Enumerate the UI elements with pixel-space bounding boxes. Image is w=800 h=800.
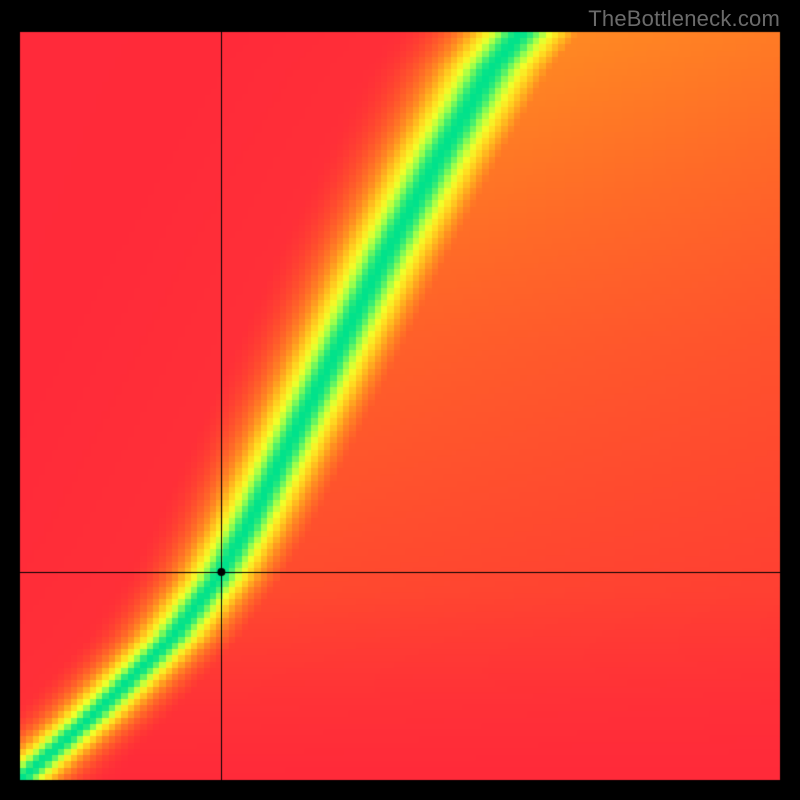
bottleneck-heatmap [0, 0, 800, 800]
chart-container: TheBottleneck.com [0, 0, 800, 800]
watermark-text: TheBottleneck.com [588, 6, 780, 32]
